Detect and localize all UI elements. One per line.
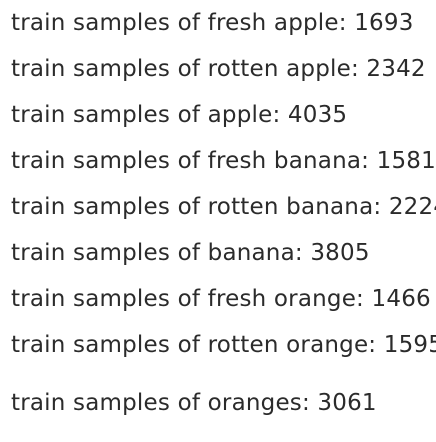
- output-line-oranges-total: train samples of oranges: 3061: [11, 390, 377, 416]
- output-line-rotten-orange: train samples of rotten orange: 1595: [11, 332, 436, 358]
- output-line-fresh-apple: train samples of fresh apple: 1693: [11, 10, 414, 36]
- output-line-fresh-banana: train samples of fresh banana: 1581: [11, 148, 436, 174]
- output-line-fresh-orange: train samples of fresh orange: 1466: [11, 286, 431, 312]
- output-line-banana-total: train samples of banana: 3805: [11, 240, 370, 266]
- output-line-apple-total: train samples of apple: 4035: [11, 102, 348, 128]
- output-line-rotten-apple: train samples of rotten apple: 2342: [11, 56, 426, 82]
- console-output: train samples of fresh apple: 1693 train…: [11, 0, 436, 426]
- output-line-rotten-banana: train samples of rotten banana: 2224: [11, 194, 436, 220]
